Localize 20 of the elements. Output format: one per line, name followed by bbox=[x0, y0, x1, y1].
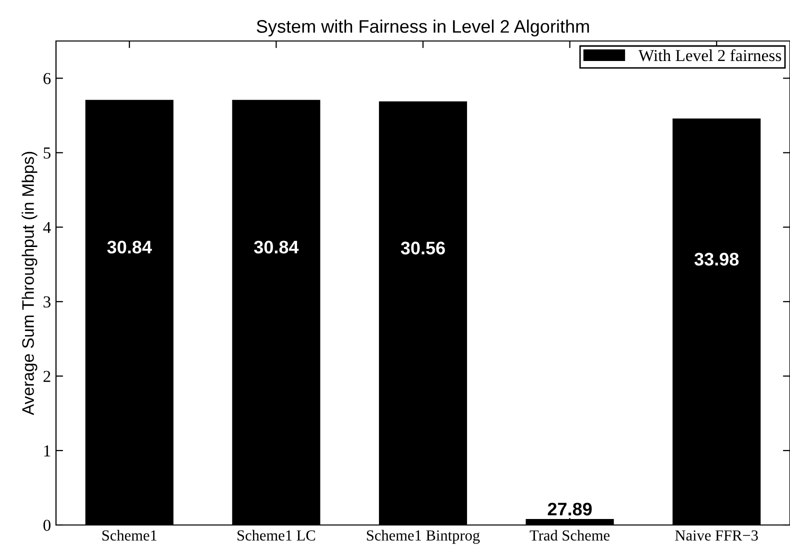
annotation: 30.56 bbox=[400, 242, 445, 254]
annotation: 30.84 bbox=[254, 240, 299, 254]
x-tick-label: Scheme1 Bintprog bbox=[366, 530, 480, 544]
x-tick-label: Scheme1 bbox=[102, 530, 156, 541]
x-tick-label: Naive FFR−3 bbox=[675, 530, 758, 541]
x-tick-label: Trad Scheme bbox=[530, 530, 610, 541]
annotation: 33.98 bbox=[694, 252, 739, 266]
y-tick-label: 0 bbox=[43, 520, 51, 531]
y-tick-label: 6 bbox=[44, 72, 51, 84]
annotation: 30.84 bbox=[107, 240, 152, 254]
y-tick-label: 3 bbox=[44, 296, 50, 308]
annotation: 27.89 bbox=[548, 502, 592, 516]
y-axis-title: Average Sum Throughput (in Mbps) bbox=[22, 152, 38, 416]
y-tick-label: 2 bbox=[44, 370, 50, 382]
chart-title: System with Fairness in Level 2 Algorithm bbox=[256, 20, 589, 36]
y-tick-label: 1 bbox=[44, 445, 50, 456]
legend-label: With Level 2 fairness bbox=[638, 49, 782, 62]
y-tick-label: 5 bbox=[44, 148, 50, 159]
x-tick-label: Scheme1 LC bbox=[238, 530, 316, 541]
y-tick-label: 4 bbox=[43, 222, 51, 233]
